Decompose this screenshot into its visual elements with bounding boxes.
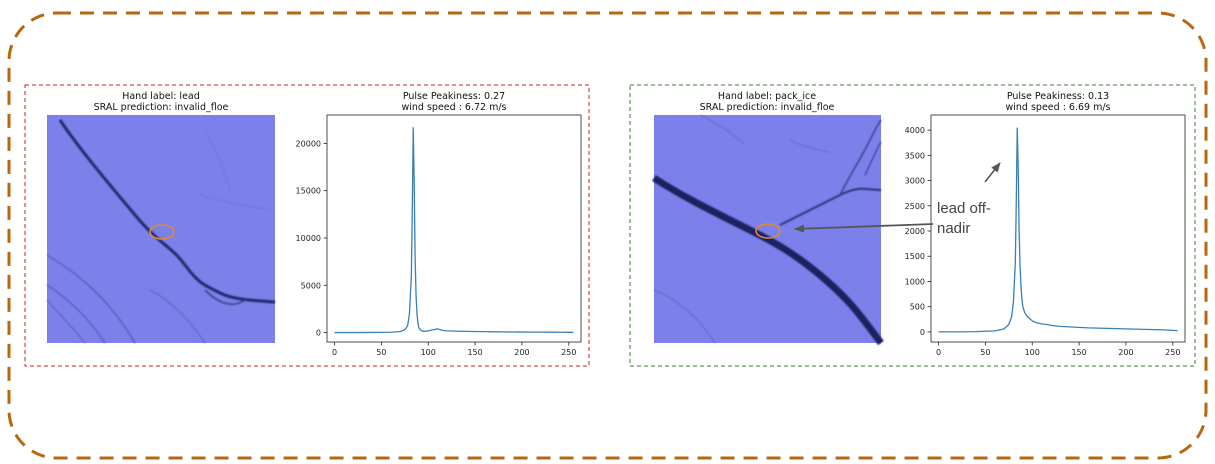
right-waveform-chart: Pulse Peakiness: 0.13 wind speed : 6.69 … [905,91,1186,357]
right-x-tick-label: 200 [1118,348,1133,357]
right-x-tick-label: 150 [1071,348,1086,357]
left-x-tick-label: 100 [421,348,436,357]
right-chart-title-line2: wind speed : 6.69 m/s [1006,102,1111,113]
right-y-tick-label: 0 [920,328,925,337]
arrow-to-lead [794,223,934,233]
right-y-tick-label: 3500 [905,151,925,160]
right-y-tick-label: 2000 [905,227,925,236]
left-x-tick-label: 50 [376,348,386,357]
left-image-title-line2: SRAL prediction: invalid_floe [94,102,229,113]
right-x-tick-label: 50 [980,348,990,357]
left-chart-title-line2: wind speed : 6.72 m/s [402,102,507,113]
right-chart-title-line1: Pulse Peakiness: 0.13 [1007,91,1109,102]
lead-off-nadir-annotation: lead off- nadir [794,162,1015,241]
right-x-tick-label: 250 [1165,348,1180,357]
right-y-tick-label: 3000 [905,177,925,186]
right-series-line [938,127,1178,333]
right-y-tick-label: 500 [910,303,925,312]
right-x-tick-label: 0 [936,348,941,357]
right-y-tick-label: 4000 [905,126,925,135]
right-chart-axes-frame [930,114,1186,343]
left-x-tick-label: 250 [561,348,576,357]
right-satellite-image: Hand label: pack_ice SRAL prediction: in… [652,91,884,346]
left-y-tick-label: 0 [316,329,321,338]
arrow-to-peak [984,162,1001,183]
left-x-tick-label: 200 [514,348,529,357]
left-y-tick-label: 15000 [296,187,321,196]
right-image-title-line1: Hand label: pack_ice [718,91,816,102]
right-x-tick-label: 100 [1025,348,1040,357]
left-y-tick-label: 20000 [296,139,321,148]
left-chart-axes-frame [326,114,582,343]
left-image-title-line1: Hand label: lead [122,91,200,102]
left-y-tick-label: 10000 [296,234,321,243]
annotation-line2: nadir [937,220,970,237]
left-series-line [334,127,574,334]
right-y-tick-label: 1000 [905,277,925,286]
left-satellite-image: Hand label: lead SRAL prediction: invali… [46,91,276,344]
left-x-tick-label: 0 [332,348,337,357]
right-y-tick-label: 1500 [905,252,925,261]
left-chart-title-line1: Pulse Peakiness: 0.27 [403,91,505,102]
right-lead-marker [755,223,781,239]
right-y-tick-label: 2500 [905,202,925,211]
outer-frame [7,11,1208,460]
right-image-title-line2: SRAL prediction: invalid_floe [700,102,835,113]
left-x-tick-label: 150 [467,348,482,357]
annotation-line1: lead off- [937,200,991,217]
left-waveform-chart: Pulse Peakiness: 0.27 wind speed : 6.72 … [296,91,582,357]
left-lead-marker [149,224,175,240]
left-panel-frame [24,84,590,367]
right-panel-frame [629,84,1196,367]
left-y-tick-label: 5000 [301,281,321,290]
